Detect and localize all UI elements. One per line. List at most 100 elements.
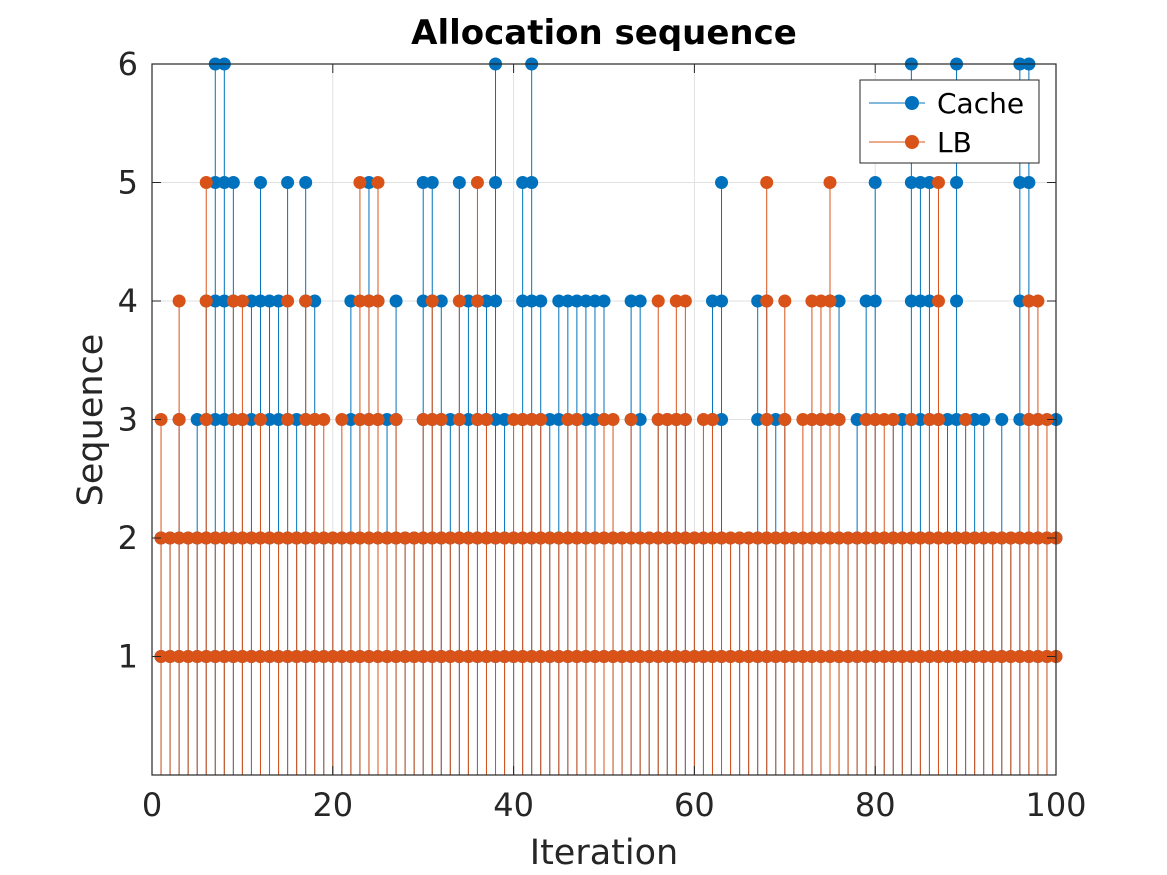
point-lb (163, 650, 177, 663)
point-lb (823, 413, 837, 426)
point-lb (850, 531, 864, 545)
point-lb (696, 650, 710, 663)
point-lb (931, 294, 945, 308)
point-lb (705, 413, 719, 426)
point-lb (705, 650, 719, 663)
point-lb (489, 531, 503, 545)
point-lb (1040, 413, 1054, 426)
point-lb (1022, 413, 1036, 426)
point-lb (886, 650, 900, 663)
point-lb (425, 413, 439, 426)
point-lb (371, 413, 385, 426)
point-cache (579, 294, 593, 308)
point-lb (172, 413, 186, 426)
point-lb (715, 531, 729, 545)
point-cache (850, 413, 864, 426)
point-lb (371, 531, 385, 545)
point-lb (597, 531, 611, 545)
point-lb (931, 531, 945, 545)
point-lb (317, 531, 331, 545)
point-cache (977, 413, 991, 426)
point-lb (235, 413, 249, 426)
point-lb (281, 413, 295, 426)
point-lb (805, 650, 819, 663)
point-lb (913, 650, 927, 663)
point-lb (687, 531, 701, 545)
point-lb (995, 531, 1009, 545)
point-cache (263, 294, 277, 308)
point-cache (1013, 176, 1027, 189)
point-lb (335, 413, 349, 426)
point-lb (941, 531, 955, 545)
point-lb (217, 531, 231, 545)
point-lb (290, 531, 304, 545)
point-lb (832, 531, 846, 545)
point-cache (588, 294, 602, 308)
point-cache (244, 413, 258, 426)
point-lb (190, 531, 204, 545)
point-lb (1022, 531, 1036, 545)
point-cache (217, 176, 231, 189)
point-lb (561, 650, 575, 663)
point-lb (244, 531, 258, 545)
point-lb (868, 531, 882, 545)
point-lb (959, 531, 973, 545)
point-lb (922, 650, 936, 663)
point-cache (904, 176, 918, 189)
point-lb (1013, 531, 1027, 545)
point-lb (805, 413, 819, 426)
point-lb (570, 650, 584, 663)
point-cache (217, 294, 231, 308)
point-cache (217, 413, 231, 426)
point-lb (398, 650, 412, 663)
point-lb (389, 531, 403, 545)
point-lb (371, 294, 385, 308)
point-lb (769, 650, 783, 663)
point-lb (172, 531, 186, 545)
point-cache (461, 294, 475, 308)
point-cache (552, 413, 566, 426)
point-cache (208, 176, 222, 189)
point-cache (308, 294, 322, 308)
point-lb (199, 650, 213, 663)
point-cache (1013, 413, 1027, 426)
point-cache (751, 294, 765, 308)
point-lb (1040, 650, 1054, 663)
x-tick-label: 80 (855, 786, 896, 824)
point-cache (416, 176, 430, 189)
point-lb (470, 294, 484, 308)
legend-marker-cache (905, 96, 919, 110)
legend: Cache LB (859, 79, 1040, 164)
point-cache (588, 413, 602, 426)
point-lb (154, 650, 168, 663)
point-lb (235, 531, 249, 545)
point-lb (868, 413, 882, 426)
point-cache (751, 413, 765, 426)
point-lb (606, 650, 620, 663)
point-lb (696, 413, 710, 426)
point-lb (959, 650, 973, 663)
point-lb (1031, 294, 1045, 308)
point-lb (832, 650, 846, 663)
point-lb (570, 413, 584, 426)
point-lb (660, 531, 674, 545)
point-lb (968, 650, 982, 663)
point-lb (452, 294, 466, 308)
point-lb (733, 531, 747, 545)
legend-label-cache: Cache (937, 87, 1024, 120)
point-lb (805, 294, 819, 308)
point-lb (588, 531, 602, 545)
point-lb (244, 650, 258, 663)
point-lb (380, 650, 394, 663)
point-lb (823, 650, 837, 663)
point-lb (543, 650, 557, 663)
point-cache (913, 413, 927, 426)
point-lb (615, 531, 629, 545)
point-lb (380, 531, 394, 545)
x-tick-label: 60 (674, 786, 715, 824)
point-lb (760, 650, 774, 663)
point-cache (272, 294, 286, 308)
point-lb (778, 413, 792, 426)
point-lb (715, 650, 729, 663)
point-cache (190, 413, 204, 426)
